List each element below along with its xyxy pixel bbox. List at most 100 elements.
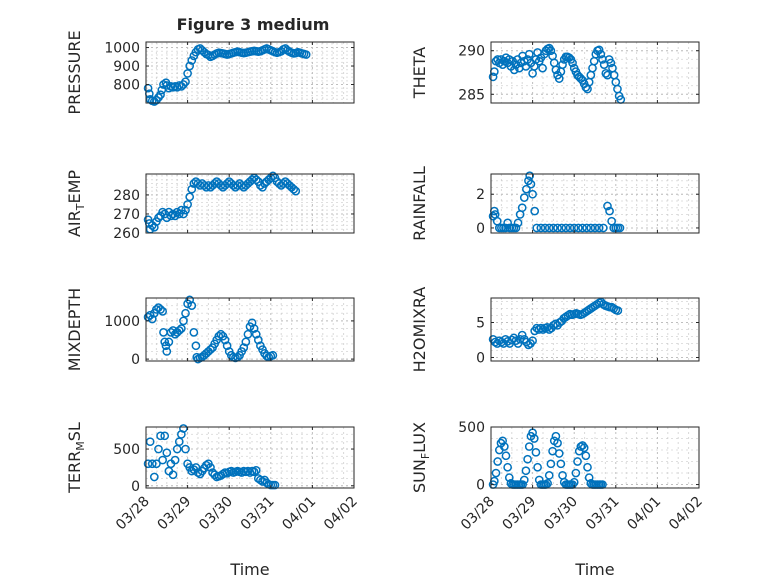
data-point <box>526 179 536 189</box>
data-point <box>149 472 159 482</box>
data-point <box>158 307 167 316</box>
data-point <box>160 431 170 441</box>
subplot: 260 270 280 AIRTEMP <box>65 170 355 242</box>
data-point <box>554 449 564 458</box>
axes-frame <box>490 173 700 234</box>
data-point <box>578 441 587 450</box>
data-point <box>586 223 596 233</box>
data-point <box>145 437 155 447</box>
y-tick-label: 500 <box>113 442 140 458</box>
data-point <box>174 326 184 335</box>
data-point <box>529 434 539 443</box>
data-point <box>594 45 604 55</box>
data-point <box>226 466 236 476</box>
axes-frame <box>490 41 700 104</box>
data-point <box>181 444 190 454</box>
data-point <box>540 223 550 233</box>
data-point <box>158 455 167 465</box>
data-point <box>149 222 159 232</box>
y-axis-label: PRESSURE <box>65 30 84 114</box>
data-point <box>216 329 226 339</box>
data-point <box>162 448 172 458</box>
data-point <box>158 207 167 217</box>
data-point <box>583 462 592 472</box>
y-tick-label: 0 <box>476 351 485 367</box>
data-point <box>601 69 611 78</box>
data-point <box>185 295 195 305</box>
data-point <box>241 337 251 347</box>
data-point <box>164 337 174 347</box>
data-point <box>523 454 532 464</box>
data-point <box>243 466 253 476</box>
y-axis-label: THETA <box>410 47 429 99</box>
data-point <box>579 443 589 453</box>
axes-frame <box>490 297 700 362</box>
data-point <box>528 189 537 199</box>
data-point <box>561 223 571 233</box>
data-point <box>193 468 203 477</box>
data-point <box>565 223 575 233</box>
data-point <box>574 223 583 233</box>
data-point <box>524 442 534 451</box>
data-point <box>181 308 190 318</box>
data-point <box>613 306 623 315</box>
data-point <box>201 460 211 470</box>
data-point <box>558 60 567 70</box>
axes-frame <box>145 297 355 362</box>
data-point <box>239 343 249 352</box>
data-point <box>536 223 546 233</box>
data-point <box>251 329 261 339</box>
data-point <box>507 335 517 345</box>
data-point <box>210 470 219 480</box>
data-point <box>222 468 232 478</box>
data-point <box>143 459 153 469</box>
data-point <box>291 186 301 196</box>
y-tick-label: 0 <box>131 352 140 368</box>
data-point <box>532 223 542 233</box>
data-point <box>551 65 561 75</box>
data-point <box>253 335 263 345</box>
data-point <box>509 65 519 75</box>
data-point <box>168 209 178 219</box>
data-point <box>596 49 606 59</box>
data-point <box>501 451 511 461</box>
y-tick-label: 0 <box>131 479 140 495</box>
data-point <box>488 211 498 221</box>
data-point <box>270 480 280 490</box>
subplot: 0 1000 MIXDEPTH <box>65 288 355 371</box>
data-point <box>513 218 523 228</box>
data-point <box>598 223 608 233</box>
data-point <box>499 339 508 348</box>
data-point <box>549 223 558 233</box>
data-point <box>521 466 531 476</box>
data-point <box>594 223 604 233</box>
data-point <box>511 223 521 233</box>
data-point <box>517 203 527 213</box>
y-tick-label: 0 <box>476 221 485 237</box>
data-point <box>191 341 201 351</box>
data-point <box>524 49 534 59</box>
data-point <box>249 467 259 477</box>
data-point <box>214 331 224 341</box>
data-point <box>530 206 540 216</box>
y-tick-label: 1000 <box>104 314 140 330</box>
data-point <box>553 438 562 448</box>
data-point <box>162 347 172 356</box>
data-point <box>154 213 163 223</box>
data-point <box>501 223 510 233</box>
subplot: 285 290 THETA <box>410 41 700 104</box>
data-point <box>544 223 554 233</box>
data-point <box>162 213 172 223</box>
data-point <box>553 223 562 233</box>
data-point <box>166 211 176 221</box>
axes-frame <box>145 41 355 104</box>
data-point <box>243 329 253 339</box>
y-tick-label: 270 <box>113 207 140 223</box>
data-point <box>573 457 582 466</box>
data-point <box>185 192 195 202</box>
y-axis-label: MIXDEPTH <box>65 288 84 371</box>
data-point <box>568 58 577 68</box>
data-point <box>251 466 261 475</box>
y-tick-label: 260 <box>113 226 140 242</box>
data-point <box>503 462 512 472</box>
